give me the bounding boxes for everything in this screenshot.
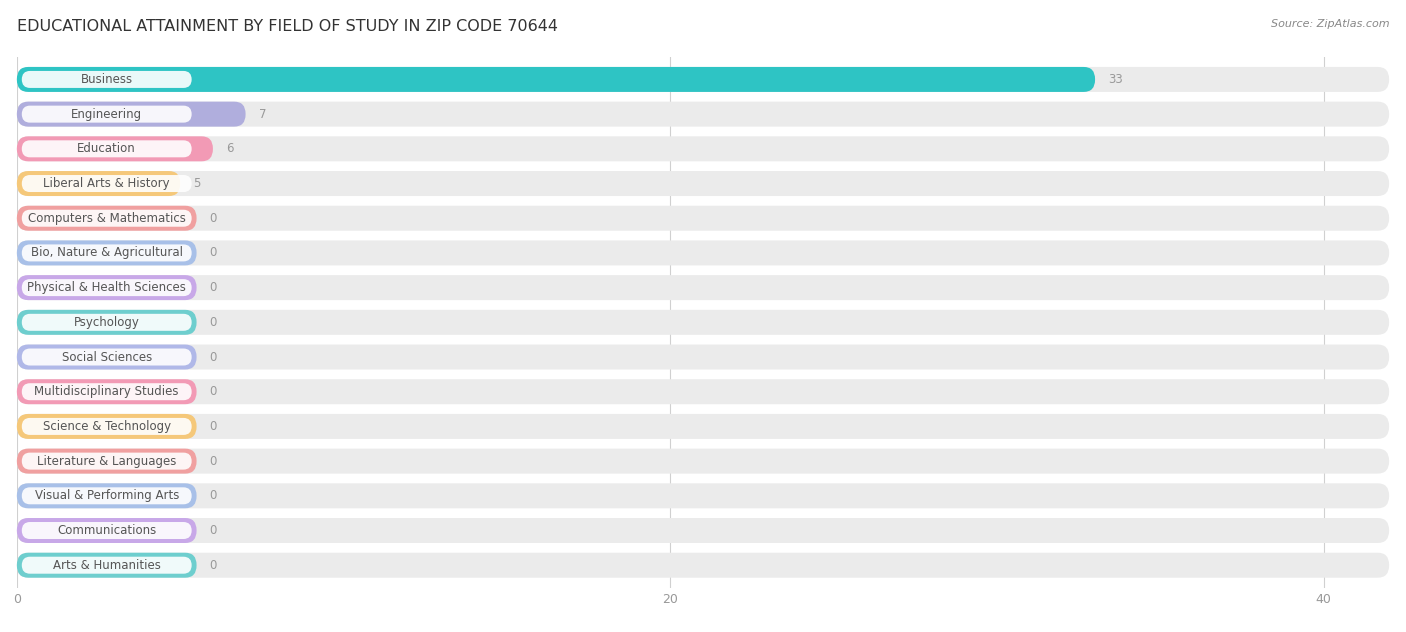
- Text: EDUCATIONAL ATTAINMENT BY FIELD OF STUDY IN ZIP CODE 70644: EDUCATIONAL ATTAINMENT BY FIELD OF STUDY…: [17, 19, 558, 34]
- FancyBboxPatch shape: [17, 137, 1389, 161]
- FancyBboxPatch shape: [17, 67, 1389, 92]
- FancyBboxPatch shape: [17, 310, 197, 335]
- FancyBboxPatch shape: [17, 171, 1389, 196]
- FancyBboxPatch shape: [17, 344, 197, 370]
- Text: Arts & Humanities: Arts & Humanities: [53, 559, 160, 572]
- FancyBboxPatch shape: [17, 67, 1095, 92]
- FancyBboxPatch shape: [17, 379, 1389, 404]
- Text: 6: 6: [226, 142, 233, 155]
- FancyBboxPatch shape: [17, 137, 212, 161]
- FancyBboxPatch shape: [17, 414, 1389, 439]
- FancyBboxPatch shape: [17, 206, 197, 231]
- Text: 33: 33: [1108, 73, 1123, 86]
- FancyBboxPatch shape: [21, 106, 191, 123]
- Text: 7: 7: [259, 107, 266, 121]
- FancyBboxPatch shape: [21, 279, 191, 296]
- Text: Education: Education: [77, 142, 136, 155]
- FancyBboxPatch shape: [17, 206, 1389, 231]
- Text: Liberal Arts & History: Liberal Arts & History: [44, 177, 170, 190]
- FancyBboxPatch shape: [21, 314, 191, 331]
- FancyBboxPatch shape: [17, 449, 197, 473]
- FancyBboxPatch shape: [17, 102, 246, 126]
- Text: 0: 0: [209, 489, 217, 502]
- FancyBboxPatch shape: [17, 483, 197, 508]
- Text: 0: 0: [209, 281, 217, 294]
- FancyBboxPatch shape: [17, 449, 1389, 473]
- FancyBboxPatch shape: [17, 518, 197, 543]
- FancyBboxPatch shape: [17, 240, 197, 265]
- Text: 0: 0: [209, 246, 217, 259]
- Text: Business: Business: [80, 73, 132, 86]
- FancyBboxPatch shape: [21, 71, 191, 88]
- Text: Multidisciplinary Studies: Multidisciplinary Studies: [35, 386, 179, 398]
- Text: 0: 0: [209, 559, 217, 572]
- FancyBboxPatch shape: [21, 418, 191, 435]
- Text: 0: 0: [209, 524, 217, 537]
- FancyBboxPatch shape: [17, 240, 1389, 265]
- FancyBboxPatch shape: [17, 518, 1389, 543]
- Text: 0: 0: [209, 351, 217, 363]
- FancyBboxPatch shape: [21, 210, 191, 227]
- FancyBboxPatch shape: [17, 275, 197, 300]
- FancyBboxPatch shape: [17, 483, 1389, 508]
- FancyBboxPatch shape: [21, 522, 191, 539]
- FancyBboxPatch shape: [21, 383, 191, 400]
- Text: 0: 0: [209, 316, 217, 329]
- FancyBboxPatch shape: [17, 414, 197, 439]
- Text: Visual & Performing Arts: Visual & Performing Arts: [35, 489, 179, 502]
- Text: 0: 0: [209, 454, 217, 468]
- FancyBboxPatch shape: [17, 379, 197, 404]
- FancyBboxPatch shape: [21, 453, 191, 470]
- Text: Psychology: Psychology: [73, 316, 139, 329]
- FancyBboxPatch shape: [17, 275, 1389, 300]
- FancyBboxPatch shape: [21, 140, 191, 157]
- Text: 0: 0: [209, 386, 217, 398]
- Text: 5: 5: [193, 177, 201, 190]
- FancyBboxPatch shape: [21, 487, 191, 504]
- Text: 0: 0: [209, 212, 217, 225]
- FancyBboxPatch shape: [17, 171, 180, 196]
- FancyBboxPatch shape: [17, 553, 1389, 578]
- FancyBboxPatch shape: [21, 557, 191, 574]
- Text: Communications: Communications: [58, 524, 156, 537]
- Text: Science & Technology: Science & Technology: [42, 420, 170, 433]
- FancyBboxPatch shape: [17, 553, 197, 578]
- Text: Source: ZipAtlas.com: Source: ZipAtlas.com: [1271, 19, 1389, 29]
- Text: Computers & Mathematics: Computers & Mathematics: [28, 212, 186, 225]
- Text: 0: 0: [209, 420, 217, 433]
- FancyBboxPatch shape: [17, 102, 1389, 126]
- FancyBboxPatch shape: [21, 245, 191, 262]
- Text: Engineering: Engineering: [72, 107, 142, 121]
- FancyBboxPatch shape: [17, 310, 1389, 335]
- FancyBboxPatch shape: [17, 344, 1389, 370]
- Text: Bio, Nature & Agricultural: Bio, Nature & Agricultural: [31, 246, 183, 259]
- Text: Physical & Health Sciences: Physical & Health Sciences: [27, 281, 186, 294]
- Text: Literature & Languages: Literature & Languages: [37, 454, 176, 468]
- Text: Social Sciences: Social Sciences: [62, 351, 152, 363]
- FancyBboxPatch shape: [21, 175, 191, 192]
- FancyBboxPatch shape: [21, 348, 191, 365]
